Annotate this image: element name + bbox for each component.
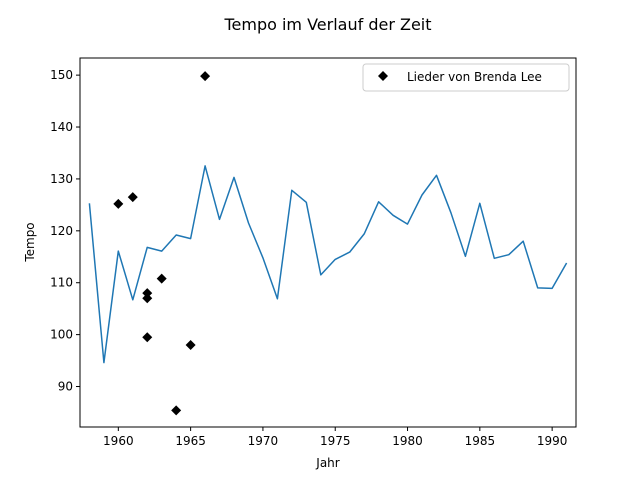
scatter-point-diamond (156, 273, 167, 284)
y-tick-label: 90 (58, 380, 73, 394)
chart-title: Tempo im Verlauf der Zeit (223, 15, 431, 34)
axes-frame (79, 57, 577, 428)
y-tick-label: 140 (50, 120, 73, 134)
scatter-point-diamond (142, 332, 153, 343)
legend: Lieder von Brenda Lee (362, 63, 570, 92)
y-axis-label: Tempo (23, 222, 37, 262)
scatter-point-diamond (142, 293, 153, 304)
x-tick-label: 1980 (392, 434, 423, 448)
plot-area: 1960 1965 1970 1975 1980 1985 1990 90 100 110 120 1… (50, 57, 577, 448)
series-line-tempo (88, 165, 568, 364)
scatter-point-diamond (127, 192, 138, 203)
y-tick-label: 110 (50, 276, 73, 290)
y-tick-label: 150 (50, 68, 73, 82)
scatter-point-diamond (142, 288, 153, 299)
y-tick-label: 120 (50, 224, 73, 238)
y-tick-label: 130 (50, 172, 73, 186)
x-tick-label: 1990 (537, 434, 568, 448)
scatter-point-diamond (185, 340, 196, 350)
x-tick-label: 1985 (465, 434, 496, 448)
legend-label: Lieder von Brenda Lee (407, 70, 542, 84)
x-tick-label: 1965 (175, 434, 206, 448)
scatter-point-diamond (200, 71, 211, 82)
scatter-point-diamond (171, 405, 182, 416)
x-tick-label: 1960 (103, 434, 134, 448)
scatter-point-diamond (113, 198, 124, 209)
x-axis-label: Jahr (315, 456, 339, 470)
legend-marker-diamond (378, 71, 388, 81)
x-tick-label: 1975 (320, 434, 351, 448)
x-tick-label: 1970 (248, 434, 279, 448)
legend-frame (362, 63, 570, 92)
y-tick-label: 100 (50, 328, 73, 342)
